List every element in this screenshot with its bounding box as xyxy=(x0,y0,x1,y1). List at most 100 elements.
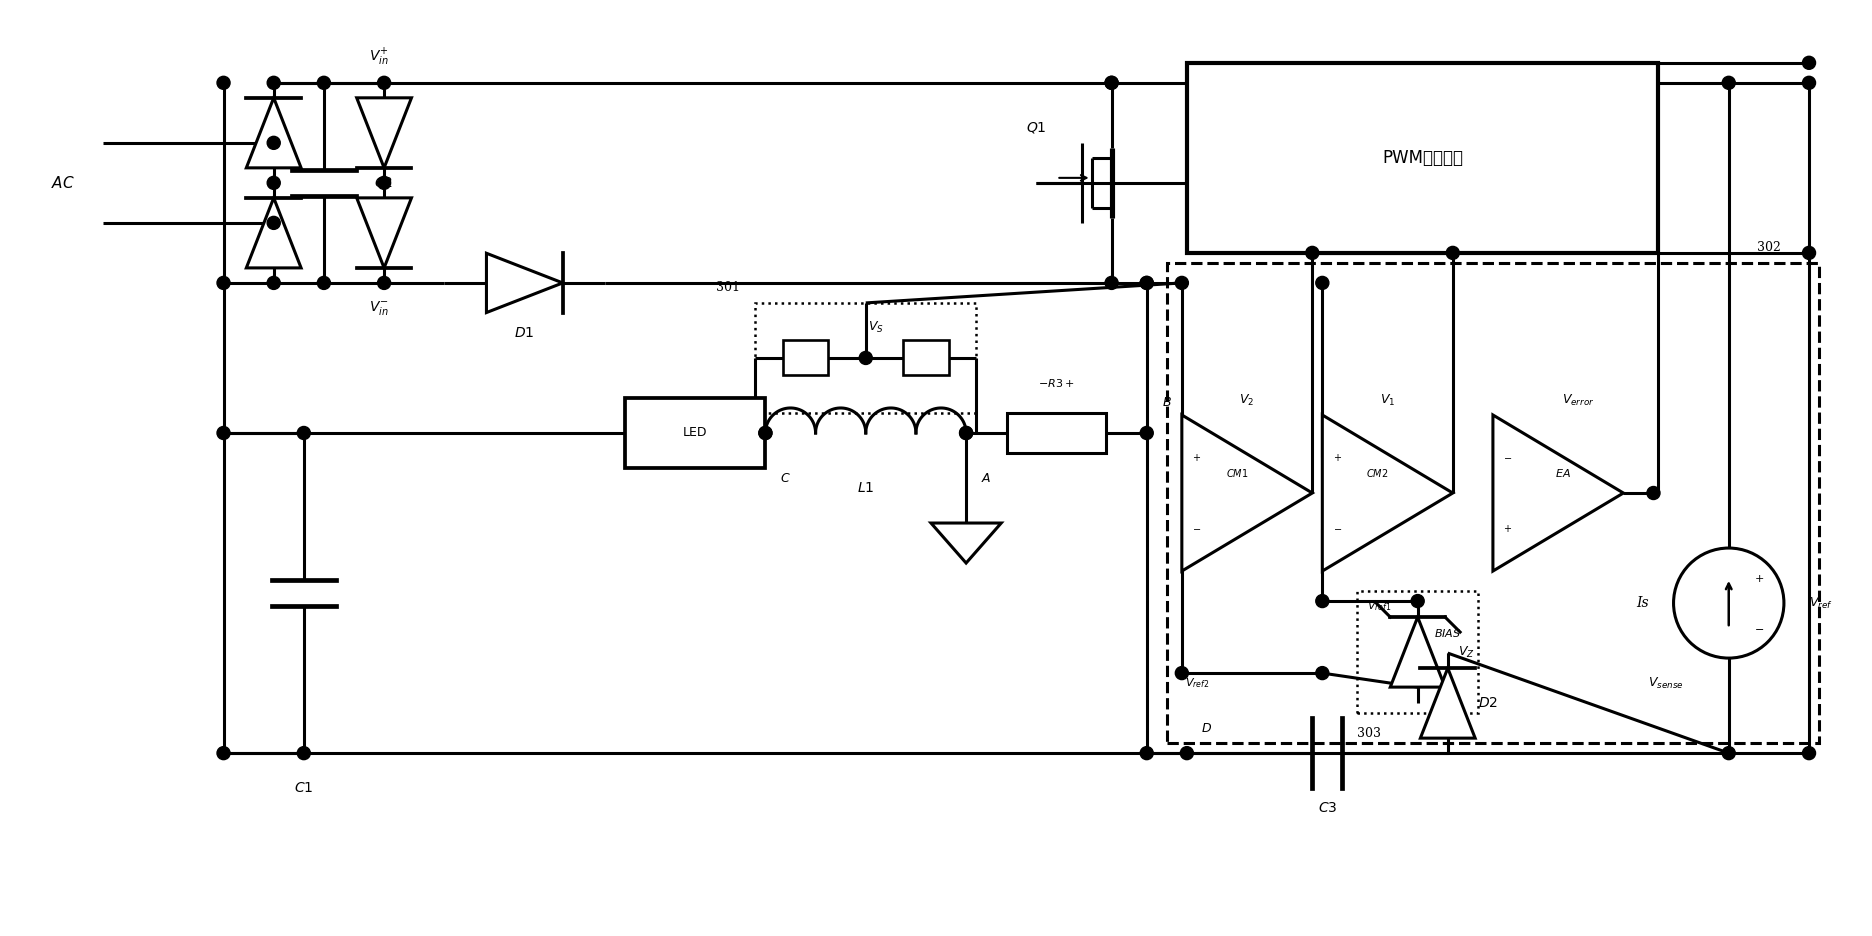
Bar xyxy=(1007,413,1106,453)
Circle shape xyxy=(378,176,391,189)
Circle shape xyxy=(298,427,311,440)
Bar xyxy=(904,341,949,375)
Text: $C2$: $C2$ xyxy=(374,176,393,190)
Circle shape xyxy=(1104,77,1118,89)
Polygon shape xyxy=(487,254,563,313)
Polygon shape xyxy=(247,197,301,268)
Text: $C$: $C$ xyxy=(781,472,790,485)
Polygon shape xyxy=(358,98,412,168)
Text: $V_2$: $V_2$ xyxy=(1239,392,1254,407)
Polygon shape xyxy=(358,197,412,268)
Text: $EA$: $EA$ xyxy=(1556,467,1571,479)
Circle shape xyxy=(318,276,331,289)
Circle shape xyxy=(758,427,771,440)
Circle shape xyxy=(1316,666,1329,680)
Bar xyxy=(625,398,766,468)
Text: $V_1$: $V_1$ xyxy=(1380,392,1395,407)
Text: Is: Is xyxy=(1636,596,1649,610)
Text: $+$: $+$ xyxy=(1192,452,1202,463)
Text: 301: 301 xyxy=(717,282,739,295)
Text: $V_{ref1}$: $V_{ref1}$ xyxy=(1367,599,1393,613)
Circle shape xyxy=(217,427,230,440)
Bar xyxy=(782,341,827,375)
Circle shape xyxy=(217,747,230,760)
Text: 302: 302 xyxy=(1758,241,1780,255)
Text: 303: 303 xyxy=(1357,726,1382,739)
Circle shape xyxy=(1140,747,1153,760)
Polygon shape xyxy=(1322,415,1453,571)
Text: $-$: $-$ xyxy=(1192,523,1202,533)
Circle shape xyxy=(268,137,281,150)
Text: $+$: $+$ xyxy=(1503,522,1513,534)
Circle shape xyxy=(217,77,230,89)
Text: $V_{ref2}$: $V_{ref2}$ xyxy=(1185,676,1209,690)
Circle shape xyxy=(1104,77,1118,89)
Circle shape xyxy=(378,276,391,289)
Circle shape xyxy=(960,427,973,440)
Text: $C3$: $C3$ xyxy=(1318,801,1337,815)
Circle shape xyxy=(1140,427,1153,440)
Circle shape xyxy=(1104,276,1118,289)
Text: $V_{in}^{-}$: $V_{in}^{-}$ xyxy=(369,299,389,317)
Circle shape xyxy=(318,77,331,89)
Circle shape xyxy=(1176,666,1189,680)
Text: $V_{error}$: $V_{error}$ xyxy=(1561,392,1595,407)
Circle shape xyxy=(1316,276,1329,289)
Circle shape xyxy=(378,77,391,89)
Circle shape xyxy=(1176,276,1189,289)
Text: $V_Z$: $V_Z$ xyxy=(1458,645,1475,660)
Circle shape xyxy=(1803,77,1816,89)
Text: $V_{ref}$: $V_{ref}$ xyxy=(1808,595,1833,610)
Text: $D1$: $D1$ xyxy=(515,326,535,340)
Circle shape xyxy=(268,176,281,189)
Circle shape xyxy=(1803,56,1816,69)
Polygon shape xyxy=(247,98,301,168)
Text: $V_S$: $V_S$ xyxy=(869,320,884,335)
Circle shape xyxy=(1140,276,1153,289)
Bar xyxy=(1187,63,1659,253)
Circle shape xyxy=(859,351,872,364)
Circle shape xyxy=(1803,747,1816,760)
Circle shape xyxy=(1140,276,1153,289)
Circle shape xyxy=(217,276,230,289)
Text: $AC$: $AC$ xyxy=(51,175,75,191)
Circle shape xyxy=(1803,246,1816,259)
Text: $+$: $+$ xyxy=(1333,452,1342,463)
Circle shape xyxy=(1647,487,1660,500)
Text: $L1$: $L1$ xyxy=(857,481,874,495)
Polygon shape xyxy=(1421,668,1475,739)
Text: $V_{sense}$: $V_{sense}$ xyxy=(1649,676,1685,691)
Circle shape xyxy=(298,747,311,760)
Text: $-$: $-$ xyxy=(1754,623,1763,633)
Text: $CM1$: $CM1$ xyxy=(1226,467,1249,479)
Polygon shape xyxy=(1181,415,1312,571)
Text: $-$: $-$ xyxy=(1503,454,1513,462)
Text: PWM控制电路: PWM控制电路 xyxy=(1382,149,1464,167)
Text: $A$: $A$ xyxy=(981,472,992,485)
Text: LED: LED xyxy=(683,427,708,440)
Text: $BIAS$: $BIAS$ xyxy=(1434,627,1462,639)
Circle shape xyxy=(1447,246,1460,259)
Circle shape xyxy=(1181,747,1192,760)
Text: $-$: $-$ xyxy=(1333,523,1342,533)
Text: $V_{in}^{+}$: $V_{in}^{+}$ xyxy=(369,47,389,68)
Circle shape xyxy=(268,216,281,229)
Text: $Q1$: $Q1$ xyxy=(1026,121,1046,136)
Text: $B$: $B$ xyxy=(1163,397,1172,409)
Polygon shape xyxy=(1494,415,1623,571)
Text: $D$: $D$ xyxy=(1202,722,1213,735)
Circle shape xyxy=(758,427,771,440)
Circle shape xyxy=(1722,747,1735,760)
Circle shape xyxy=(1722,77,1735,89)
Text: $CM2$: $CM2$ xyxy=(1367,467,1389,479)
Text: $D2$: $D2$ xyxy=(1477,696,1498,710)
Circle shape xyxy=(1411,594,1425,607)
Circle shape xyxy=(1307,246,1318,259)
Circle shape xyxy=(960,427,973,440)
Text: $C1$: $C1$ xyxy=(294,782,313,796)
Text: $- R3 +$: $- R3 +$ xyxy=(1039,377,1075,389)
Text: $+$: $+$ xyxy=(1754,573,1763,583)
Polygon shape xyxy=(1391,617,1445,687)
Circle shape xyxy=(1674,548,1784,658)
Circle shape xyxy=(268,276,281,289)
